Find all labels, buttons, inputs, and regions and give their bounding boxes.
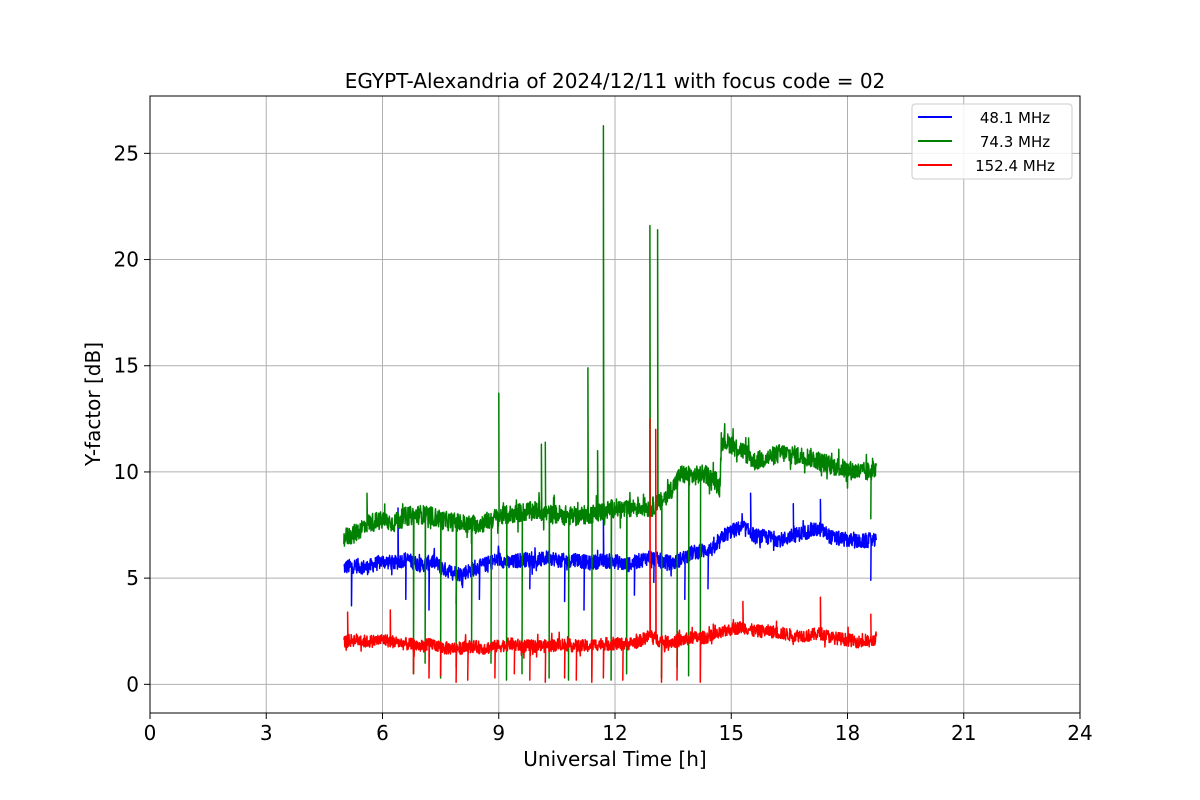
y-tick-label: 20	[114, 248, 139, 272]
legend: 48.1 MHz 74.3 MHz 152.4 MHz	[911, 103, 1073, 180]
y-tick-label: 10	[114, 460, 139, 484]
y-tick-label: 0	[126, 672, 139, 696]
x-tick-label: 6	[376, 721, 389, 745]
x-tick-label: 9	[492, 721, 505, 745]
x-axis-label: Universal Time [h]	[523, 747, 706, 771]
y-axis: 0 5 10 15 20 25	[114, 141, 150, 696]
x-tick-label: 24	[1067, 721, 1092, 745]
legend-label-2: 152.4 MHz	[975, 157, 1055, 175]
y-tick-label: 25	[114, 141, 139, 165]
legend-label-0: 48.1 MHz	[980, 109, 1050, 127]
legend-label-1: 74.3 MHz	[980, 133, 1050, 151]
legend-box	[911, 103, 1073, 180]
y-tick-label: 5	[126, 566, 139, 590]
x-tick-label: 15	[719, 721, 744, 745]
x-axis: 0 3 6 9 12 15 18 21 24	[144, 713, 1093, 745]
x-tick-label: 12	[602, 721, 627, 745]
series-line-1	[343, 124, 878, 681]
y-axis-label: Y-factor [dB]	[81, 342, 105, 467]
x-tick-label: 3	[260, 721, 273, 745]
series-line-2	[343, 418, 878, 683]
x-tick-label: 18	[835, 721, 860, 745]
x-tick-label: 0	[144, 721, 157, 745]
series-layer	[343, 124, 878, 683]
y-tick-label: 15	[114, 354, 139, 378]
chart-title: EGYPT-Alexandria of 2024/12/11 with focu…	[345, 69, 886, 93]
x-tick-label: 21	[951, 721, 976, 745]
series-line-0	[343, 492, 878, 611]
